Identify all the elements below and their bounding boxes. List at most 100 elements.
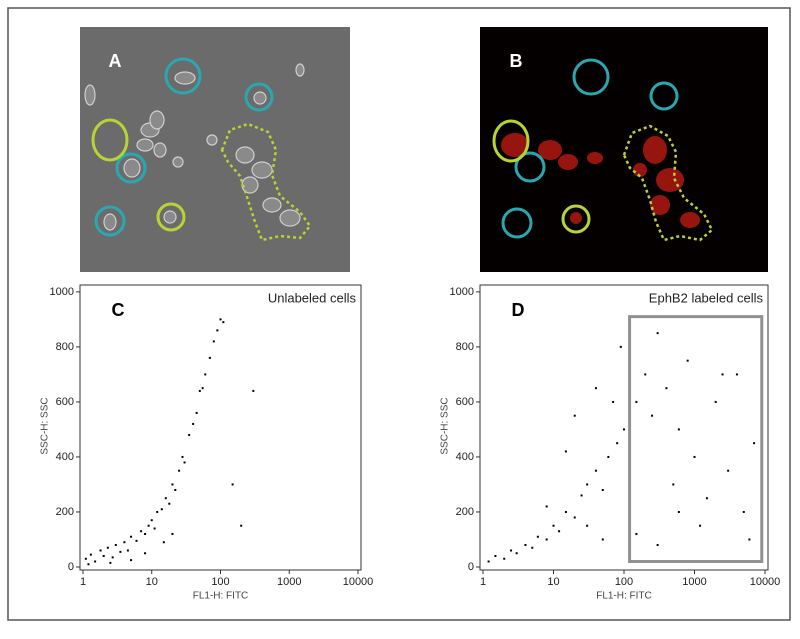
point xyxy=(545,538,548,541)
y-tick-label: 800 xyxy=(56,341,74,353)
point xyxy=(119,550,122,553)
y-tick-label: 1000 xyxy=(450,286,474,298)
point xyxy=(665,387,668,390)
panel-label: B xyxy=(510,51,523,71)
point xyxy=(672,483,675,486)
point xyxy=(594,469,597,472)
image-b: B xyxy=(480,27,768,272)
point xyxy=(612,400,615,403)
point xyxy=(195,411,198,414)
point xyxy=(171,532,174,535)
point xyxy=(619,345,622,348)
y-tick-label: 600 xyxy=(56,396,74,408)
point xyxy=(503,557,506,560)
panel-label: A xyxy=(109,51,122,71)
point xyxy=(84,557,87,560)
x-tick-label: 1 xyxy=(80,576,86,588)
point xyxy=(487,560,490,563)
point xyxy=(693,455,696,458)
x-tick-label: 1000 xyxy=(682,576,706,588)
point xyxy=(178,469,181,472)
x-tick-label: 100 xyxy=(615,576,633,588)
x-tick-label: 10000 xyxy=(343,576,374,588)
point xyxy=(656,332,659,335)
point xyxy=(130,559,133,562)
point xyxy=(150,519,153,522)
x-axis-label: FL1-H: FITC xyxy=(193,591,249,602)
panel-label: C xyxy=(112,300,125,320)
point xyxy=(601,488,604,491)
point xyxy=(552,524,555,527)
point xyxy=(623,428,625,431)
point xyxy=(94,560,97,563)
point xyxy=(123,541,126,544)
point xyxy=(181,455,184,458)
point xyxy=(656,543,659,546)
point xyxy=(515,552,518,555)
gate xyxy=(628,315,764,563)
point xyxy=(564,510,567,513)
point xyxy=(586,483,589,486)
point xyxy=(616,442,619,445)
point xyxy=(144,552,147,555)
point xyxy=(153,527,156,530)
point xyxy=(705,497,708,500)
x-tick-label: 100 xyxy=(211,576,229,588)
point xyxy=(699,524,702,527)
point xyxy=(140,530,143,533)
point xyxy=(558,530,561,533)
annotation: Unlabeled cells xyxy=(268,290,357,305)
point xyxy=(510,549,513,552)
point xyxy=(183,461,186,464)
point xyxy=(753,442,756,445)
point xyxy=(162,541,165,544)
point xyxy=(564,450,567,453)
point xyxy=(156,510,159,513)
point xyxy=(192,422,195,425)
y-tick-label: 400 xyxy=(456,451,474,463)
annotation: EphB2 labeled cells xyxy=(649,290,764,305)
y-tick-label: 200 xyxy=(456,506,474,518)
point xyxy=(126,549,129,552)
point xyxy=(594,387,597,390)
point xyxy=(87,563,90,566)
point xyxy=(174,488,177,491)
point xyxy=(677,510,680,513)
point xyxy=(231,483,234,486)
point xyxy=(106,546,109,549)
point xyxy=(171,483,174,486)
point xyxy=(742,510,745,513)
point xyxy=(198,389,201,392)
point xyxy=(635,400,638,403)
point xyxy=(212,340,215,343)
y-tick-label: 600 xyxy=(456,396,474,408)
point xyxy=(573,414,576,417)
point xyxy=(536,535,539,538)
point xyxy=(721,373,724,376)
point xyxy=(607,455,610,458)
point xyxy=(651,414,654,417)
y-axis-label: SSC-H: SSC xyxy=(40,397,51,454)
point xyxy=(208,356,211,359)
y-tick-label: 200 xyxy=(56,506,74,518)
point xyxy=(644,373,647,376)
point xyxy=(677,428,680,431)
point xyxy=(111,556,114,559)
point xyxy=(586,524,589,527)
point xyxy=(545,505,548,508)
x-tick-label: 10 xyxy=(146,576,158,588)
y-tick-label: 0 xyxy=(68,561,74,573)
x-tick-label: 10000 xyxy=(750,576,781,588)
point xyxy=(89,553,92,556)
point xyxy=(524,543,527,546)
point xyxy=(130,535,133,538)
y-tick-label: 0 xyxy=(468,561,474,573)
point xyxy=(144,532,147,535)
point xyxy=(204,373,207,376)
panel-label: D xyxy=(512,300,525,320)
point xyxy=(601,538,604,541)
x-tick-label: 10 xyxy=(547,576,559,588)
point xyxy=(219,318,222,321)
point xyxy=(135,539,138,542)
